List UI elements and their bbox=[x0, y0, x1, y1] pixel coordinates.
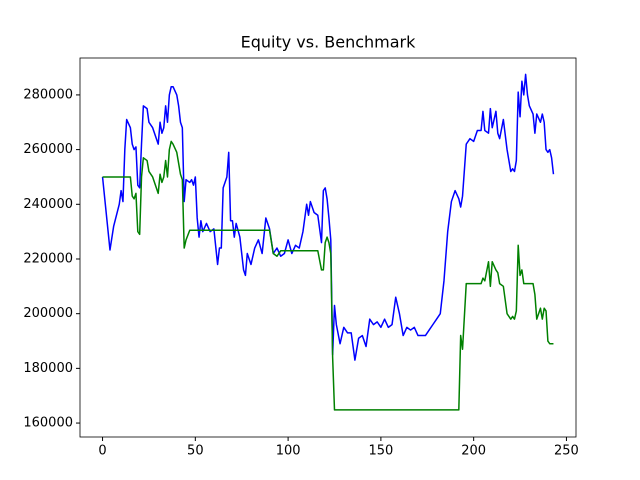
x-tick-label: 150 bbox=[368, 444, 393, 459]
y-tick-label: 280000 bbox=[23, 87, 73, 102]
x-tick-label: 50 bbox=[187, 444, 204, 459]
y-tick-label: 200000 bbox=[23, 306, 73, 321]
y-tick-label: 240000 bbox=[23, 197, 73, 212]
y-tick-label: 180000 bbox=[23, 361, 73, 376]
x-tick-label: 250 bbox=[554, 444, 579, 459]
y-tick-label: 160000 bbox=[23, 416, 73, 431]
y-tick-label: 260000 bbox=[23, 142, 73, 157]
x-tick-label: 100 bbox=[276, 444, 301, 459]
y-tick-label: 220000 bbox=[23, 251, 73, 266]
chart-title: Equity vs. Benchmark bbox=[241, 33, 417, 52]
plot-frame bbox=[79, 57, 577, 438]
series-line bbox=[102, 140, 554, 411]
x-tick-label: 0 bbox=[98, 444, 106, 459]
series-line bbox=[101, 73, 555, 361]
x-tick-label: 200 bbox=[461, 444, 486, 459]
